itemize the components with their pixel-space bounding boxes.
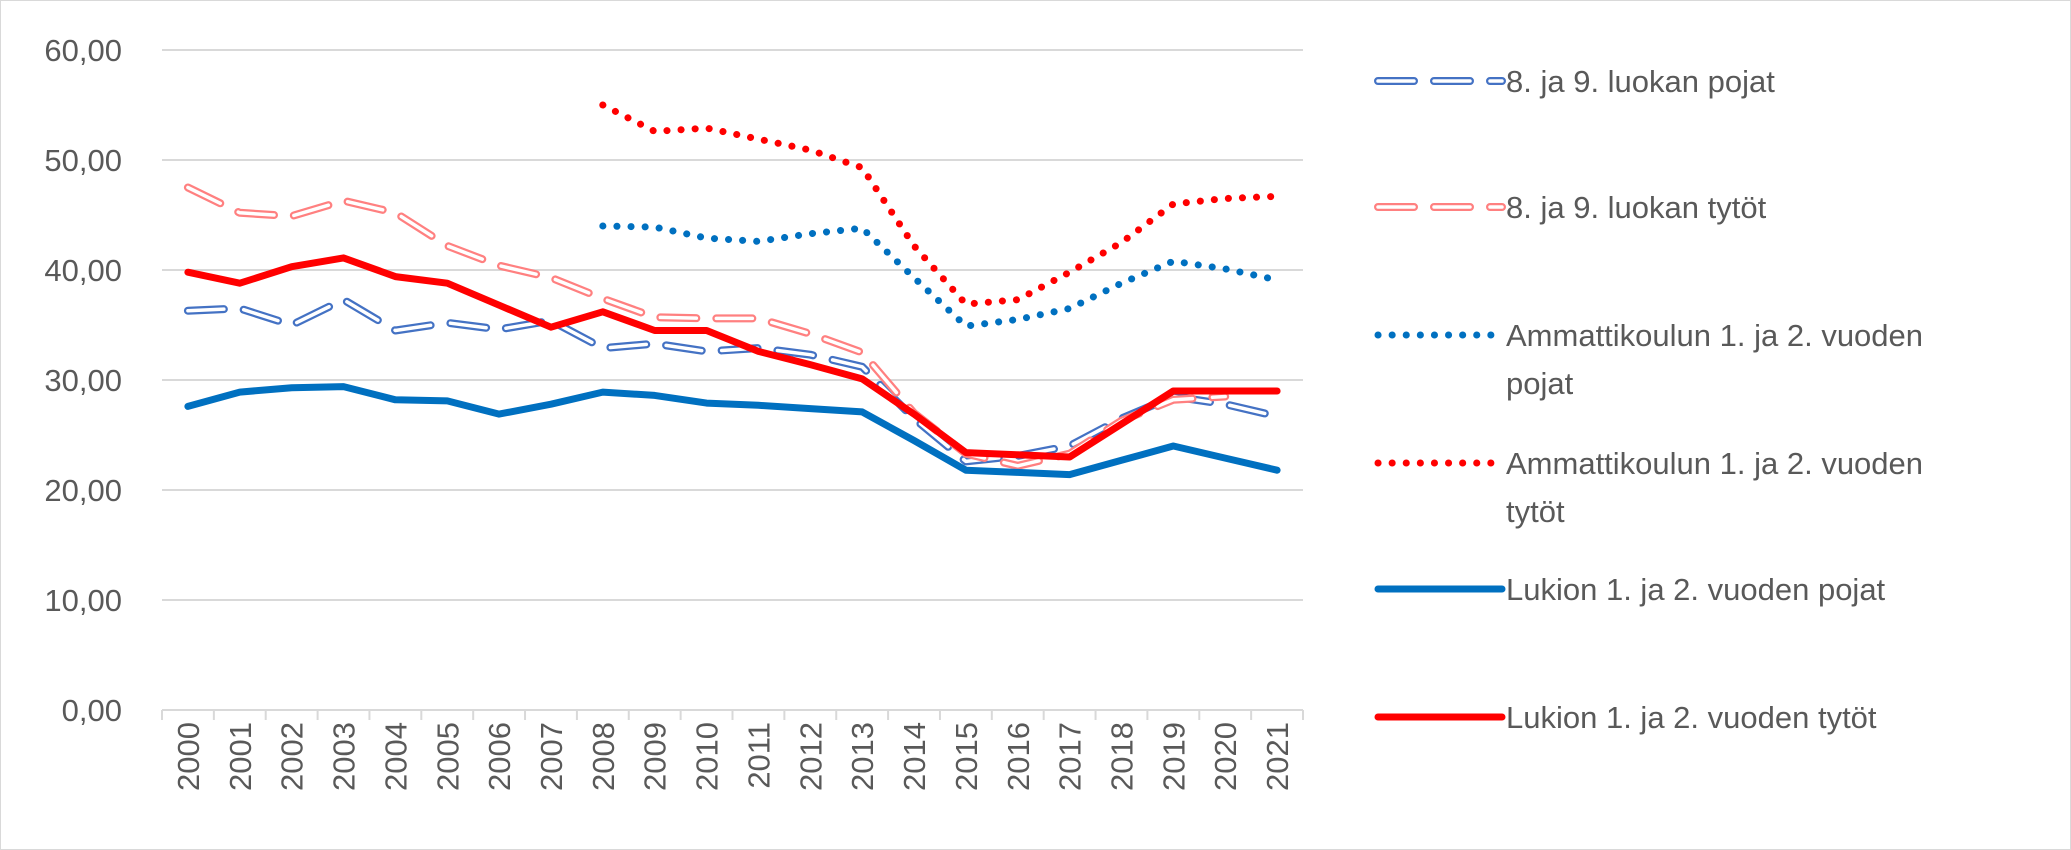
x-tick-label: 2001 [223, 722, 258, 791]
y-tick-label: 20,00 [44, 473, 122, 508]
legend-label: 8. ja 9. luokan tytöt [1506, 190, 1767, 225]
x-tick-label: 2004 [378, 722, 413, 791]
series-line [186, 185, 1227, 468]
legend-item: 8. ja 9. luokan pojat [1374, 64, 1775, 99]
series-line [186, 297, 1279, 464]
x-tick-label: 2000 [171, 722, 206, 791]
series-4 [599, 101, 1281, 308]
legend-label: Ammattikoulun 1. ja 2. vuoden [1506, 446, 1923, 481]
series-2 [183, 183, 1230, 470]
x-tick-label: 2003 [327, 722, 362, 791]
x-tick-label: 2021 [1260, 722, 1295, 791]
x-tick-label: 2015 [949, 722, 984, 791]
y-tick-label: 60,00 [44, 33, 122, 68]
x-tick-label: 2013 [845, 722, 880, 791]
legend-label: pojat [1506, 366, 1574, 401]
legend-label: Lukion 1. ja 2. vuoden tytöt [1506, 700, 1877, 735]
legend-label: 8. ja 9. luokan pojat [1506, 64, 1775, 99]
series-5 [184, 383, 1281, 479]
legend-item: Lukion 1. ja 2. vuoden pojat [1374, 572, 1886, 607]
x-tick-label: 2018 [1104, 722, 1139, 791]
x-tick-label: 2005 [430, 722, 465, 791]
x-tick-label: 2002 [275, 722, 310, 791]
y-tick-label: 0,00 [62, 693, 122, 728]
x-tick-label: 2011 [741, 722, 776, 789]
x-tick-label: 2014 [897, 722, 932, 791]
legend-item: Lukion 1. ja 2. vuoden tytöt [1374, 700, 1877, 735]
series-1 [183, 295, 1282, 466]
x-tick-label: 2007 [534, 722, 569, 791]
x-tick-label: 2020 [1208, 722, 1243, 791]
x-tick-label: 2012 [793, 722, 828, 791]
series-line [184, 383, 1281, 479]
y-tick-label: 50,00 [44, 143, 122, 178]
x-tick-label: 2016 [1001, 722, 1036, 791]
y-axis: 0,00 10,00 20,00 30,00 40,00 50,00 60,00 [44, 33, 122, 728]
legend-item: Ammattikoulun 1. ja 2. vuoden pojat [1374, 318, 1923, 401]
series-line [599, 222, 1281, 330]
legend-label: Lukion 1. ja 2. vuoden pojat [1506, 572, 1886, 607]
y-tick-label: 40,00 [44, 253, 122, 288]
series-line [183, 183, 1230, 470]
series-3 [599, 222, 1281, 330]
y-tick-label: 30,00 [44, 363, 122, 398]
series-line [599, 101, 1281, 308]
x-tick-label: 2008 [586, 722, 621, 791]
legend-label: Ammattikoulun 1. ja 2. vuoden [1506, 318, 1923, 353]
plot-series [183, 101, 1282, 479]
legend-item: Ammattikoulun 1. ja 2. vuoden tytöt [1374, 446, 1923, 529]
x-tick-label: 2006 [482, 722, 517, 791]
x-tick-label: 2010 [690, 722, 725, 791]
legend-item: 8. ja 9. luokan tytöt [1374, 190, 1767, 225]
y-tick-label: 10,00 [44, 583, 122, 618]
legend-label: tytöt [1506, 494, 1565, 529]
x-tick-label: 2017 [1053, 722, 1088, 791]
legend: 8. ja 9. luokan pojat 8. ja 9. luokan tyt… [1374, 64, 1923, 735]
gridlines [162, 49, 1303, 711]
series-6 [184, 254, 1281, 461]
x-axis: 2000 2001 2002 2003 2004 2005 2006 2007 2008 2009… [161, 710, 1304, 791]
x-tick-label: 2009 [638, 722, 673, 791]
series-line [184, 254, 1281, 461]
x-tick-label: 2019 [1156, 722, 1191, 791]
